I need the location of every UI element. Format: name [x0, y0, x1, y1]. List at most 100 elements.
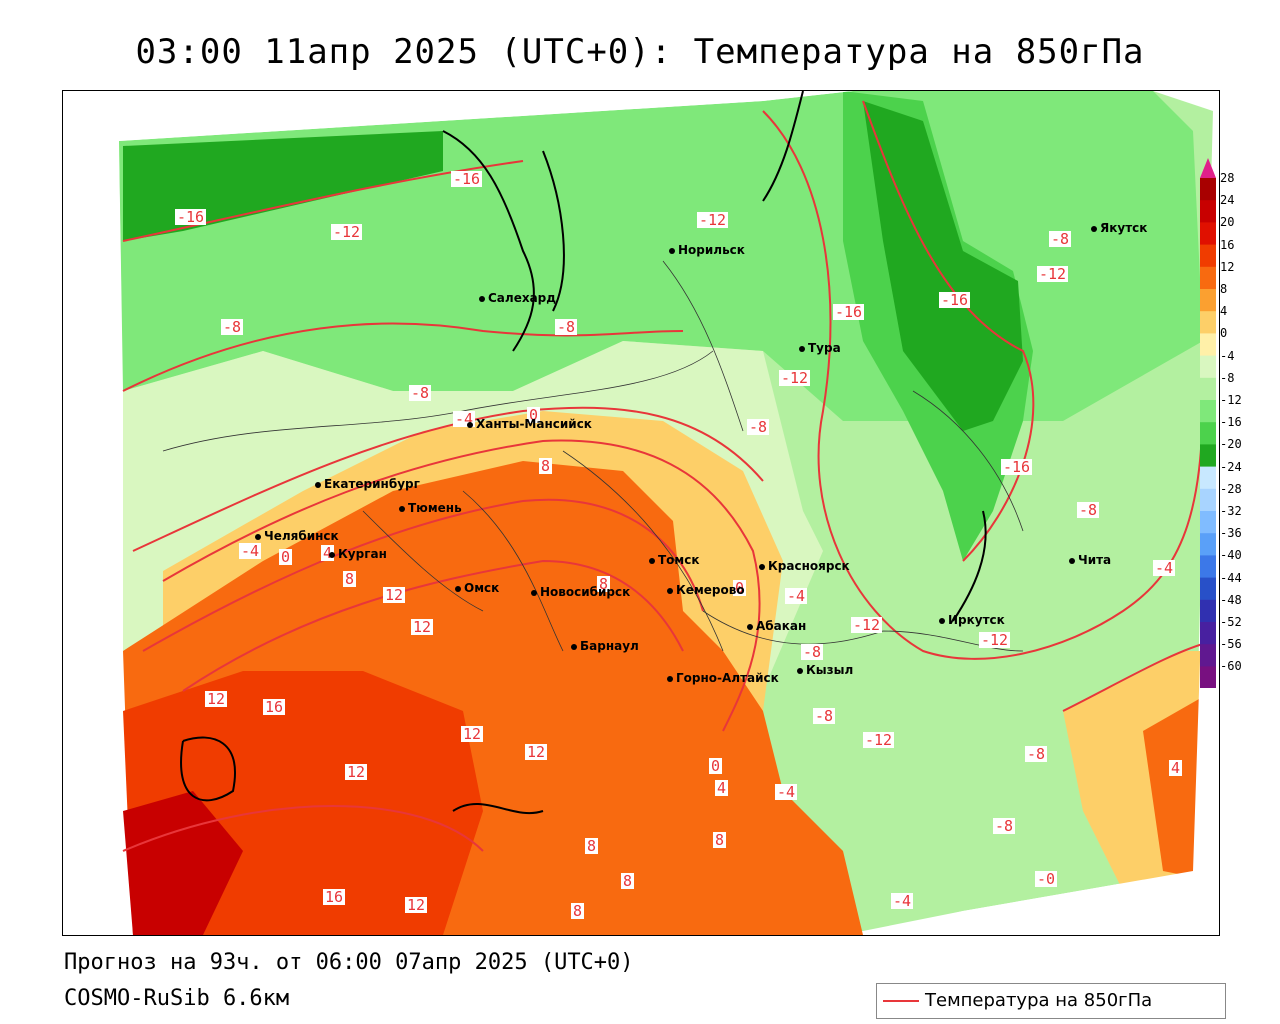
contour-label: 8 — [597, 575, 611, 593]
city-dot-icon — [939, 617, 945, 624]
legend-line-icon — [883, 1000, 919, 1002]
contour-label: -16 — [451, 170, 483, 188]
contour-label: -16 — [833, 303, 865, 321]
city-dot-icon — [667, 587, 673, 594]
colorbar-swatch — [1200, 266, 1216, 290]
city-marker[interactable]: Барнаул — [571, 639, 639, 653]
contour-label: 4 — [1169, 759, 1183, 777]
colorbar-top-arrow-icon — [1200, 158, 1216, 178]
city-marker[interactable]: Красноярск — [759, 559, 850, 573]
city-label: Красноярск — [768, 559, 850, 573]
city-dot-icon — [1091, 225, 1097, 232]
city-label: Горно-Алтайск — [676, 671, 779, 685]
colorbar-tick-label: 12 — [1220, 259, 1235, 274]
city-marker[interactable]: Новосибирск — [531, 585, 630, 599]
colorbar-swatch — [1200, 422, 1216, 445]
city-marker[interactable]: Курган — [329, 547, 387, 561]
city-dot-icon — [669, 247, 675, 254]
colorbar-swatch — [1200, 555, 1216, 579]
isotherm-lines — [122, 100, 1214, 852]
city-label: Иркутск — [948, 613, 1005, 627]
contour-label: 8 — [539, 457, 553, 475]
city-marker[interactable]: Иркутск — [939, 613, 1005, 627]
contour-label: 12 — [411, 618, 434, 636]
city-marker[interactable]: Салехард — [479, 291, 556, 305]
city-marker[interactable]: Омск — [455, 581, 499, 595]
city-marker[interactable]: Тюмень — [399, 501, 462, 515]
contour-label: -12 — [979, 631, 1011, 649]
contour-label: -8 — [221, 318, 244, 336]
contour-label: -8 — [993, 817, 1016, 835]
model-name: COSMO-RuSib 6.6км — [64, 986, 290, 1011]
colorbar-tick-label: -12 — [1220, 393, 1242, 407]
city-dot-icon — [455, 585, 461, 592]
map-title: 03:00 11апр 2025 (UTC+0): Температура на… — [135, 32, 1145, 72]
city-dot-icon — [467, 421, 473, 428]
colorbar-tick-label: -28 — [1220, 481, 1242, 496]
city-dot-icon — [667, 675, 673, 682]
city-marker[interactable]: Абакан — [747, 619, 806, 633]
city-marker[interactable]: Тура — [799, 341, 841, 355]
contour-label: -8 — [409, 384, 432, 402]
colorbar-swatch — [1200, 333, 1216, 357]
colorbar-tick-label: 28 — [1220, 171, 1235, 185]
colorbar-swatch — [1200, 200, 1216, 223]
contour-label: 0 — [527, 406, 541, 424]
colorbar-tick-label: -24 — [1220, 459, 1242, 474]
contour-label: 0 — [709, 757, 723, 775]
contour-label: -4 — [1153, 559, 1176, 577]
forecast-info: Прогноз на 93ч. от 06:00 07апр 2025 (UTC… — [64, 950, 634, 975]
contour-label: -4 — [785, 587, 808, 605]
colorbar-tick-label: -8 — [1220, 370, 1235, 385]
city-dot-icon — [799, 345, 805, 352]
city-label: Курган — [338, 547, 387, 561]
city-label: Челябинск — [264, 529, 339, 543]
colorbar-tick-label: -44 — [1220, 570, 1242, 585]
contour-label: -12 — [851, 616, 883, 634]
contour-label: -16 — [939, 291, 971, 309]
contour-label: 0 — [279, 548, 293, 566]
city-label: Барнаул — [580, 639, 639, 653]
city-dot-icon — [1069, 557, 1075, 564]
colorbar-swatch — [1200, 244, 1216, 268]
colorbar — [1200, 158, 1216, 688]
city-dot-icon — [797, 667, 803, 674]
contour-label: -8 — [1025, 745, 1048, 763]
colorbar-swatch — [1200, 622, 1216, 645]
colorbar-tick-label: 20 — [1220, 215, 1235, 230]
contour-label: 12 — [405, 896, 428, 914]
contour-label: 12 — [461, 725, 484, 743]
contour-label: -4 — [775, 783, 798, 801]
city-marker[interactable]: Кемерово — [667, 583, 745, 597]
colorbar-swatch — [1200, 599, 1216, 623]
city-marker[interactable]: Кызыл — [797, 663, 853, 677]
contour-label: 8 — [585, 837, 599, 855]
city-marker[interactable]: Екатеринбург — [315, 477, 420, 491]
colorbar-tick-label: 0 — [1220, 326, 1228, 341]
city-label: Томск — [658, 553, 700, 567]
city-label: Новосибирск — [540, 585, 631, 599]
temperature-map[interactable]: -16 -16 -12 -12 -12 -8 -8 -8 -16 -16 -8 … — [62, 90, 1220, 936]
city-marker[interactable]: Томск — [649, 553, 700, 567]
cold-core-east-inner — [863, 101, 1023, 431]
city-marker[interactable]: Ханты-Мансийск — [467, 417, 592, 431]
city-dot-icon — [479, 295, 485, 302]
city-label: Кемерово — [676, 583, 745, 597]
colorbar-tick-label: -16 — [1220, 415, 1242, 430]
city-marker[interactable]: Чита — [1069, 553, 1111, 567]
contour-label: -12 — [331, 223, 363, 241]
city-marker[interactable]: Норильск — [669, 243, 745, 257]
colorbar-swatch — [1200, 488, 1216, 512]
city-dot-icon — [747, 623, 753, 630]
city-marker[interactable]: Челябинск — [255, 529, 339, 543]
contour-label: 8 — [343, 570, 357, 588]
city-label: Екатеринбург — [324, 477, 420, 491]
city-dot-icon — [315, 481, 321, 488]
colorbar-tick-label: 16 — [1220, 237, 1235, 252]
contour-label: 12 — [525, 743, 548, 761]
city-label: Тура — [808, 341, 841, 355]
city-marker[interactable]: Якутск — [1091, 221, 1147, 235]
colorbar-tick-label: -56 — [1220, 637, 1242, 652]
colorbar-swatch — [1200, 444, 1216, 468]
city-marker[interactable]: Горно-Алтайск — [667, 671, 779, 685]
